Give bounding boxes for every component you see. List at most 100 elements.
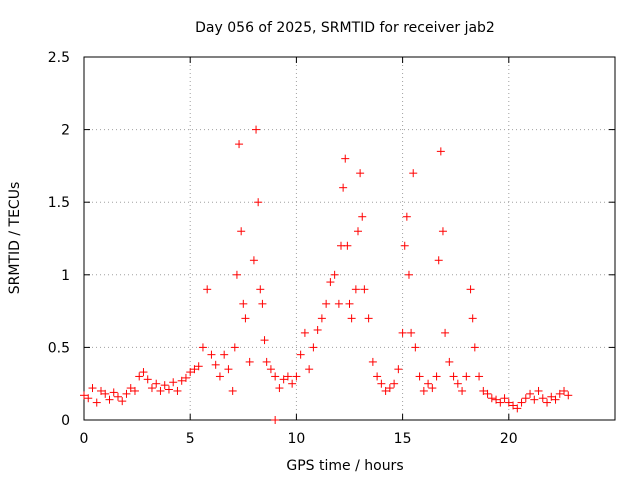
data-point — [147, 384, 156, 393]
data-point — [260, 336, 269, 345]
data-point — [373, 372, 382, 381]
data-point — [538, 394, 547, 403]
data-point — [466, 285, 475, 294]
data-point — [203, 285, 212, 294]
x-tick-label: 10 — [287, 431, 305, 447]
data-point — [407, 328, 416, 337]
y-axis-label: SRMTID / TECUs — [7, 182, 23, 295]
data-point — [88, 384, 97, 393]
data-point — [160, 381, 169, 390]
x-tick-label: 5 — [186, 431, 195, 447]
data-point — [364, 314, 373, 323]
data-point — [109, 388, 118, 397]
data-point — [135, 372, 144, 381]
data-point — [345, 299, 354, 308]
data-point — [239, 299, 248, 308]
data-point — [258, 299, 267, 308]
data-point — [173, 386, 182, 395]
data-point — [84, 394, 93, 403]
data-point — [462, 372, 471, 381]
y-tick-label: 0.5 — [48, 340, 70, 356]
data-point — [118, 397, 127, 406]
data-point — [534, 386, 543, 395]
data-point — [169, 378, 178, 387]
data-point — [266, 365, 275, 374]
data-point — [347, 314, 356, 323]
data-point — [296, 350, 305, 359]
data-point — [517, 398, 526, 407]
data-point — [143, 375, 152, 384]
data-point — [555, 389, 564, 398]
data-point — [453, 379, 462, 388]
data-point — [186, 368, 195, 377]
data-point — [394, 365, 403, 374]
data-point — [341, 154, 350, 163]
data-point — [220, 350, 229, 359]
data-point — [470, 343, 479, 352]
data-point — [326, 278, 335, 287]
data-point — [475, 372, 484, 381]
data-point — [438, 227, 447, 236]
data-point — [419, 386, 428, 395]
data-point — [513, 404, 522, 413]
x-tick-label: 20 — [500, 431, 518, 447]
data-point — [330, 270, 339, 279]
x-axis-label: GPS time / hours — [286, 458, 403, 474]
data-point — [130, 386, 139, 395]
data-point — [313, 325, 322, 334]
data-point — [356, 169, 365, 178]
data-point — [487, 394, 496, 403]
data-point — [564, 391, 573, 400]
data-point — [292, 372, 301, 381]
data-point — [415, 372, 424, 381]
data-point — [232, 270, 241, 279]
data-point — [235, 140, 244, 149]
data-point — [458, 386, 467, 395]
data-point — [101, 389, 110, 398]
data-point — [211, 360, 220, 369]
data-point — [441, 328, 450, 337]
data-point — [390, 379, 399, 388]
data-point — [351, 285, 360, 294]
data-point — [113, 392, 122, 401]
data-point — [237, 227, 246, 236]
data-point — [521, 394, 530, 403]
data-point — [288, 379, 297, 388]
data-point — [334, 299, 343, 308]
data-point — [215, 372, 224, 381]
data-point — [92, 398, 101, 407]
data-point — [547, 392, 556, 401]
data-point — [358, 212, 367, 221]
data-point — [492, 395, 501, 404]
data-point — [402, 212, 411, 221]
data-point — [271, 372, 280, 381]
data-point — [360, 285, 369, 294]
data-point — [449, 372, 458, 381]
data-point — [385, 384, 394, 393]
data-point — [254, 198, 263, 207]
data-point — [177, 376, 186, 385]
data-point — [409, 169, 418, 178]
data-point — [126, 384, 135, 393]
data-point — [224, 365, 233, 374]
data-point — [434, 256, 443, 265]
data-point — [228, 386, 237, 395]
data-point — [500, 394, 509, 403]
y-tick-label: 1.5 — [48, 195, 70, 211]
data-point — [509, 401, 518, 410]
data-point — [245, 357, 254, 366]
data-point — [543, 398, 552, 407]
data-point — [353, 227, 362, 236]
axis-ticks: 0 5 10 15 20 0 0.5 1 1.5 2 2.5 — [48, 50, 615, 447]
data-point — [339, 183, 348, 192]
chart-title: Day 056 of 2025, SRMTID for receiver jab… — [195, 20, 495, 36]
data-point — [96, 386, 105, 395]
data-point — [424, 379, 433, 388]
data-point — [230, 343, 239, 352]
plot-frame — [83, 56, 616, 421]
data-point — [122, 389, 131, 398]
data-point — [428, 384, 437, 393]
data-point — [194, 362, 203, 371]
x-tick-label: 15 — [394, 431, 412, 447]
